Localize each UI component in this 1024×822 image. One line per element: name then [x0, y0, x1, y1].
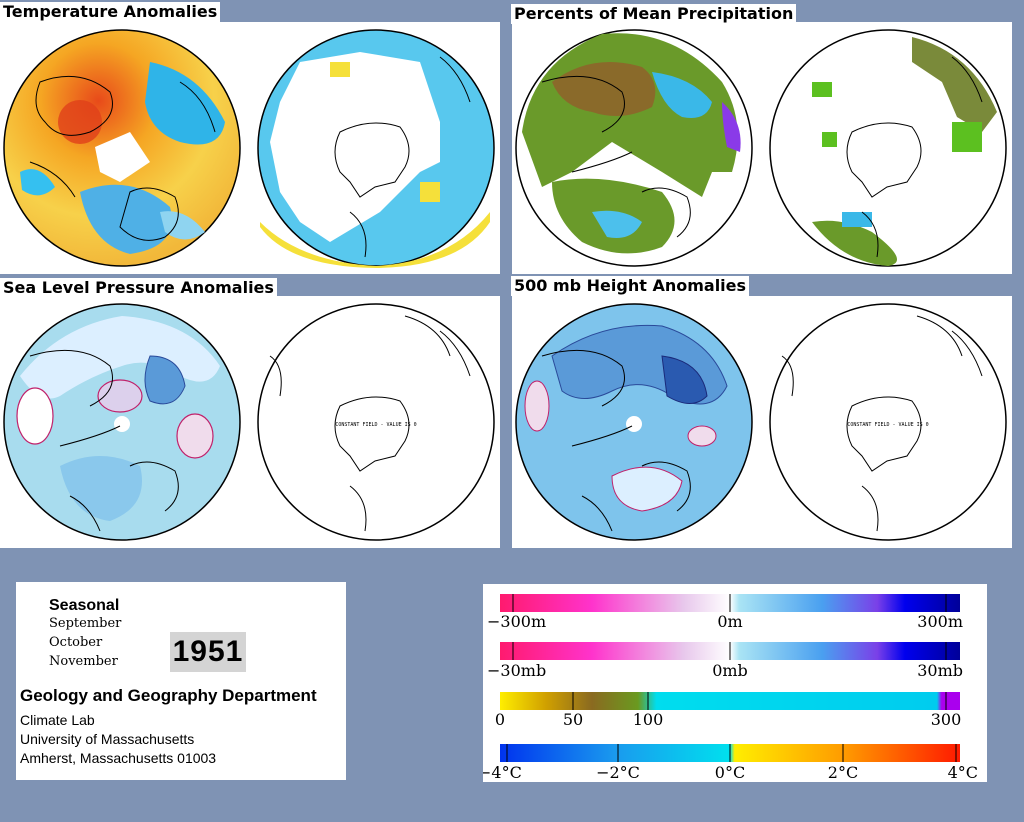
panel-title-temperature: Temperature Anomalies [0, 2, 221, 22]
globe-northern-hemisphere [515, 29, 753, 267]
temp-scale-label: −2°C [596, 763, 640, 782]
globe-northern-hemisphere [3, 29, 241, 267]
globe-southern-hemisphere [257, 29, 495, 268]
precipitation-panel [512, 22, 1012, 274]
address-line: Climate Lab [20, 712, 95, 728]
temp-scale: −4°C −2°C 0°C 2°C 4°C [483, 744, 978, 782]
500mb-height-maps: CONSTANT FIELD - VALUE IS 0 [515, 303, 1007, 541]
sea-level-pressure-maps: CONSTANT FIELD - VALUE IS 0 [3, 303, 495, 541]
precip-scale: 0 50 100 300 [495, 692, 961, 729]
pressure-scale-label: −30mb [487, 661, 546, 680]
panel-title-sea-level-pressure: Sea Level Pressure Anomalies [0, 278, 277, 298]
department-name: Geology and Geography Department [20, 686, 317, 705]
temperature-panel [0, 22, 500, 274]
globe-southern-hemisphere [769, 29, 1007, 267]
season-label: Seasonal [49, 597, 120, 614]
color-scales: −300m 0m 300m −30mb 0mb 30mb 0 50 100 30… [483, 594, 978, 782]
height-scale: −300m 0m 300m [487, 594, 963, 631]
panel-title-precipitation: Percents of Mean Precipitation [511, 4, 797, 24]
pressure-scale-label: 30mb [917, 661, 963, 680]
month-label: September [49, 616, 122, 631]
month-label: November [49, 654, 118, 669]
globe-northern-hemisphere [3, 303, 241, 541]
precip-scale-label: 50 [563, 710, 583, 729]
globe-southern-hemisphere: CONSTANT FIELD - VALUE IS 0 [257, 303, 495, 541]
globe-northern-hemisphere [515, 303, 753, 541]
height-scale-label: 300m [917, 612, 963, 631]
temp-scale-label: 0°C [715, 763, 745, 782]
constant-field-note: CONSTANT FIELD - VALUE IS 0 [335, 422, 416, 428]
season-info-box: Seasonal September October November 1951… [16, 582, 346, 780]
month-label: October [49, 635, 103, 650]
pressure-scale: −30mb 0mb 30mb [487, 642, 963, 680]
temperature-maps [3, 29, 495, 268]
temp-scale-label: 2°C [828, 763, 858, 782]
constant-field-note: CONSTANT FIELD - VALUE IS 0 [847, 422, 928, 428]
pressure-scale-label: 0mb [712, 661, 748, 680]
temp-scale-label: 4°C [948, 763, 978, 782]
panel-title-500mb-height: 500 mb Height Anomalies [511, 276, 750, 296]
temp-scale-label: −4°C [483, 763, 522, 782]
height-scale-label: 0m [717, 612, 742, 631]
address-line: Amherst, Massachusetts 01003 [20, 750, 217, 766]
precipitation-maps [515, 29, 1007, 267]
year-display: 1951 [170, 632, 246, 672]
precip-scale-label: 300 [931, 710, 962, 729]
precip-scale-label: 0 [495, 710, 505, 729]
globe-southern-hemisphere: CONSTANT FIELD - VALUE IS 0 [769, 303, 1007, 541]
sea-level-pressure-panel: CONSTANT FIELD - VALUE IS 0 [0, 296, 500, 548]
address-line: University of Massachusetts [20, 731, 195, 747]
height-scale-label: −300m [487, 612, 546, 631]
precip-scale-bar [500, 692, 960, 710]
legend-box: −300m 0m 300m −30mb 0mb 30mb 0 50 100 30… [483, 584, 987, 782]
precip-scale-label: 100 [633, 710, 664, 729]
500mb-height-panel: CONSTANT FIELD - VALUE IS 0 [512, 296, 1012, 548]
